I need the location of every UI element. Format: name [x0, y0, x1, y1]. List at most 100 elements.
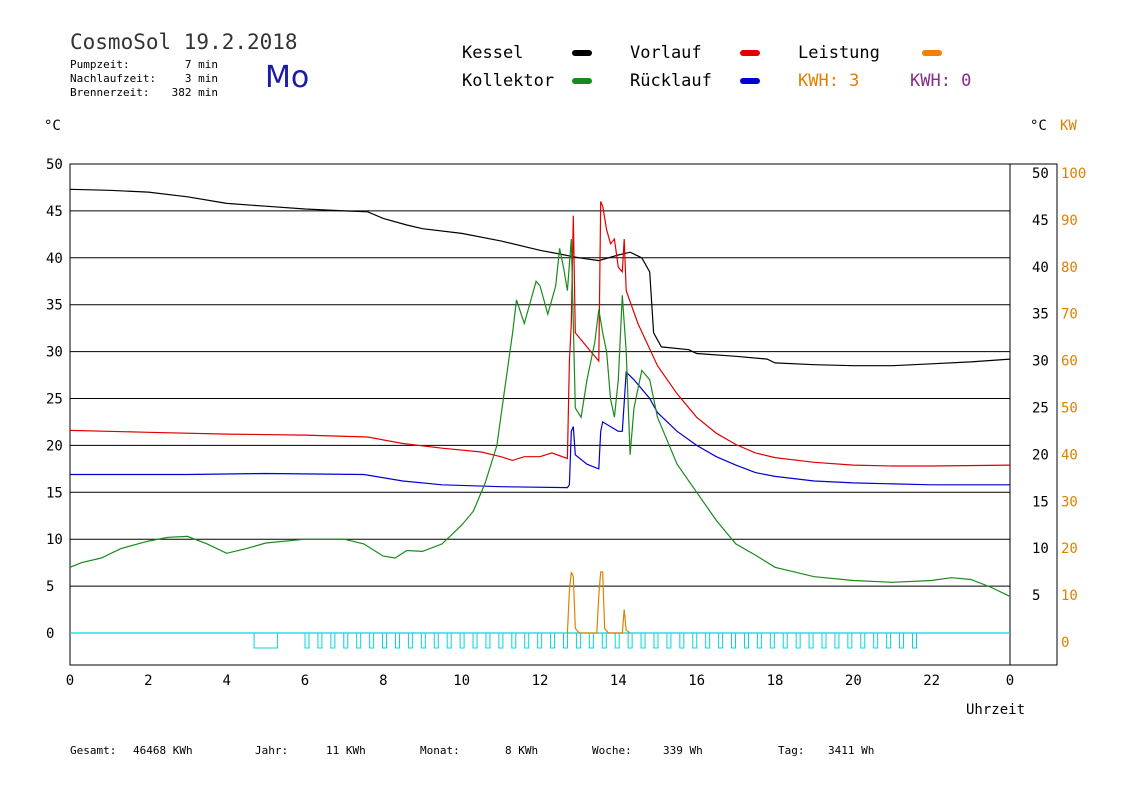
pump-tick: [873, 632, 879, 649]
pump-tick: [575, 632, 581, 649]
x-tick: 12: [532, 673, 549, 689]
pump-tick: [886, 632, 892, 649]
x-tick: 16: [688, 673, 705, 689]
x-tick: 10: [453, 673, 470, 689]
legend-kollektor-label: Kollektor: [462, 71, 555, 91]
pump-tick: [537, 632, 543, 649]
pump-tick: [692, 632, 698, 649]
x-tick: 4: [222, 673, 230, 689]
pump-tick: [743, 632, 749, 649]
pump-tick: [679, 632, 685, 649]
x-tick: 14: [610, 673, 627, 689]
legend-kessel-swatch: [572, 50, 592, 56]
pump-tick: [382, 632, 388, 649]
pump-tick: [731, 632, 737, 649]
y-left-tick: 40: [46, 251, 63, 267]
pump-tick: [394, 632, 400, 649]
pump-tick: [666, 632, 672, 649]
series-leistung: [566, 571, 631, 634]
y-left-tick: 25: [46, 392, 63, 408]
pump-tick: [498, 632, 504, 649]
legend-ruecklauf-label: Rücklauf: [630, 71, 712, 91]
y-kw-tick: 90: [1061, 213, 1078, 229]
y-right-tick: 20: [1032, 447, 1049, 463]
pump-tick: [472, 632, 478, 649]
y-left-tick: 5: [46, 579, 54, 595]
footer-woche-label: Woche:: [592, 744, 632, 757]
x-tick: 8: [379, 673, 387, 689]
y-left-tick: 15: [46, 485, 63, 501]
pump-tick: [769, 632, 775, 649]
x-tick: 18: [767, 673, 784, 689]
y-left-unit: °C: [44, 118, 61, 134]
y-kw-tick: 70: [1061, 307, 1078, 323]
pump-tick: [511, 632, 517, 649]
pump-tick: [563, 632, 568, 649]
pump-tick: [705, 632, 711, 649]
pump-tick: [614, 632, 620, 649]
y-right-tick: 15: [1032, 494, 1049, 510]
legend-leistung-label: Leistung: [798, 43, 880, 63]
y-kw-tick: 0: [1061, 635, 1069, 651]
footer-gesamt-label: Gesamt:: [70, 744, 117, 757]
legend-vorlauf-swatch: [740, 50, 760, 56]
legend-kollektor-swatch: [572, 78, 592, 84]
series-vorlauf: [69, 201, 1011, 467]
pump-tick: [485, 632, 491, 649]
y-kw-unit: KW: [1060, 118, 1077, 134]
x-tick: 0: [1006, 673, 1014, 689]
pump-tick: [550, 632, 556, 649]
stat-pumpzeit-label: Pumpzeit:: [70, 58, 130, 71]
y-kw-tick: 30: [1061, 494, 1078, 510]
pump-tick: [588, 632, 594, 649]
pump-tick: [356, 632, 362, 649]
pump-tick: [317, 632, 323, 649]
y-right-tick: 50: [1032, 166, 1049, 182]
y-left-tick: 30: [46, 345, 63, 361]
pump-tick: [627, 632, 633, 649]
series-ruecklauf: [70, 370, 1010, 489]
y-left-tick: 45: [46, 204, 63, 220]
x-axis-label: Uhrzeit: [966, 702, 1026, 718]
y-left-tick: 20: [46, 438, 63, 454]
pump-tick: [911, 632, 917, 649]
pump-tick: [446, 632, 452, 649]
y-left-tick: 35: [46, 298, 63, 314]
pump-tick: [718, 632, 724, 649]
footer-jahr-value: 11 KWh: [326, 744, 366, 757]
y-right-tick: 30: [1032, 354, 1049, 370]
pump-tick: [847, 632, 853, 649]
y-right-tick: 10: [1032, 541, 1049, 557]
pump-tick: [782, 632, 788, 649]
pump-tick: [343, 632, 349, 649]
pump-tick: [601, 632, 607, 649]
chart-title: CosmoSol 19.2.2018: [70, 30, 298, 54]
pump-tick: [330, 632, 336, 649]
pump-tick: [433, 632, 439, 649]
y-right-tick: 40: [1032, 260, 1049, 276]
footer-woche-value: 339 Wh: [663, 744, 703, 757]
x-tick: 6: [301, 673, 309, 689]
series-kollektor: [69, 238, 1011, 597]
pump-marker: [253, 632, 279, 649]
y-kw-tick: 20: [1061, 541, 1078, 557]
pump-tick: [369, 632, 375, 649]
footer-jahr-label: Jahr:: [255, 744, 289, 757]
y-right-unit: °C: [1030, 118, 1047, 134]
legend-vorlauf-label: Vorlauf: [630, 43, 702, 63]
pump-tick: [795, 632, 801, 649]
stat-pumpzeit-value: 7 min: [184, 58, 218, 71]
footer-monat-label: Monat:: [420, 744, 460, 757]
stat-nachlaufzeit-value: 3 min: [184, 72, 218, 85]
y-left-tick: 10: [46, 532, 63, 548]
y-left-tick: 0: [46, 626, 54, 642]
legend-kwh-2: KWH: 0: [910, 71, 972, 91]
legend-kessel-label: Kessel: [462, 43, 524, 63]
x-tick: 22: [923, 673, 940, 689]
y-kw-tick: 80: [1061, 260, 1078, 276]
x-tick: 2: [144, 673, 152, 689]
legend-leistung-swatch: [922, 50, 942, 56]
pump-tick: [459, 632, 465, 649]
y-kw-tick: 100: [1061, 166, 1086, 182]
